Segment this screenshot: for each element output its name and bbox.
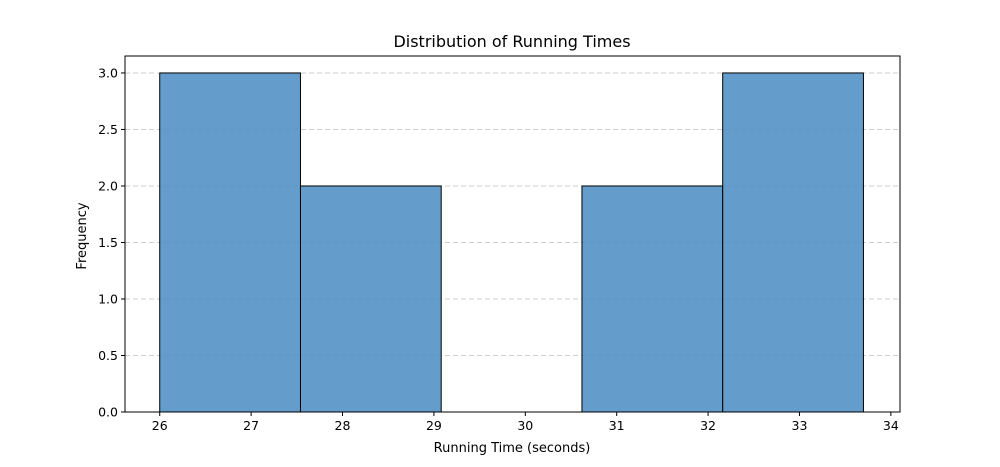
y-tick-label: 3.0 [98, 65, 118, 80]
histogram-bar [299, 185, 442, 413]
x-tick-label: 34 [883, 418, 899, 433]
x-tick-label: 33 [792, 418, 808, 433]
x-tick-label: 31 [609, 418, 625, 433]
y-axis-label: Frequency [75, 202, 90, 269]
x-tick-label: 28 [335, 418, 351, 433]
y-tick-label: 0.5 [98, 348, 118, 363]
histogram-bar [159, 72, 301, 413]
histogram-bar [581, 185, 724, 413]
chart-title: Distribution of Running Times [393, 32, 630, 51]
x-tick-label: 27 [243, 418, 259, 433]
x-tick-label: 30 [517, 418, 533, 433]
y-tick-label: 1.0 [98, 291, 118, 306]
plot-area-frame [124, 55, 901, 413]
y-tick-label: 0.0 [98, 405, 118, 420]
x-axis-label: Running Time (seconds) [434, 441, 591, 456]
y-tick-label: 2.5 [98, 122, 118, 137]
ticks-layer: 0.0 0.5 1.0 1.5 2.0 2.5 3.0 26 27 28 29 30 31 32 33 34 [98, 65, 899, 433]
y-tick-label: 2.0 [98, 178, 118, 193]
x-tick-label: 26 [152, 418, 168, 433]
x-tick-label: 32 [700, 418, 716, 433]
histogram-bar [722, 72, 864, 413]
bars-layer [159, 72, 864, 413]
y-tick-label: 1.5 [98, 235, 118, 250]
x-tick-label: 29 [426, 418, 442, 433]
